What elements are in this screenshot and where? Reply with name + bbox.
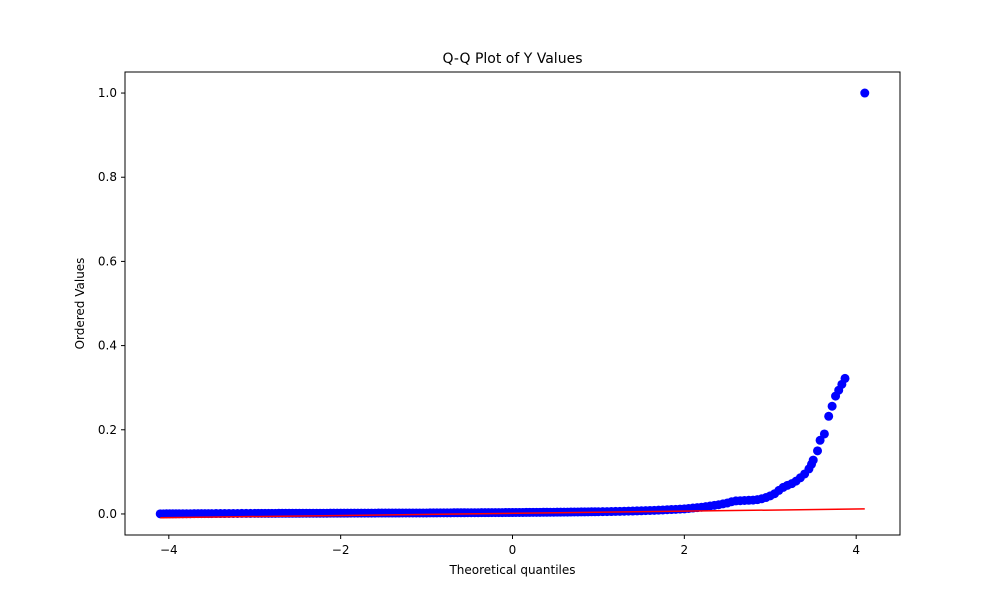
data-point [840, 373, 850, 383]
x-tick-label: 0 [509, 543, 517, 557]
plot-area-frame [124, 71, 901, 536]
y-tick-label: 0.2 [98, 423, 117, 437]
y-tick-label: 0.4 [98, 339, 117, 353]
y-axis: 0.0 0.2 0.4 0.6 0.8 1.0 [98, 86, 125, 521]
data-point [813, 446, 823, 456]
y-tick-label: 0.0 [98, 507, 117, 521]
chart-title: Q-Q Plot of Y Values [443, 51, 583, 67]
data-point [819, 429, 829, 439]
x-axis-label: Theoretical quantiles [448, 563, 575, 577]
y-tick-label: 0.6 [98, 254, 117, 268]
x-tick-label: −2 [332, 543, 350, 557]
fit-line-layer [160, 508, 865, 519]
data-point [824, 411, 834, 421]
x-tick-label: −4 [160, 543, 178, 557]
x-axis: −4 −2 0 2 4 [160, 535, 860, 557]
data-point [815, 435, 825, 445]
y-tick-label: 1.0 [98, 86, 117, 100]
data-point [808, 455, 818, 465]
data-point [827, 401, 837, 411]
fit-line [160, 508, 865, 519]
x-tick-label: 2 [681, 543, 689, 557]
data-points [155, 88, 870, 519]
y-tick-label: 0.8 [98, 170, 117, 184]
y-axis-label: Ordered Values [73, 258, 87, 350]
data-point [860, 88, 870, 98]
x-tick-label: 4 [852, 543, 860, 557]
